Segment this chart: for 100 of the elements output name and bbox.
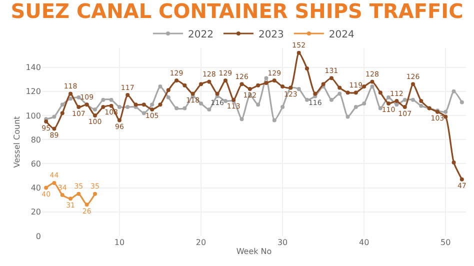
y-tick-label: 140 [26,63,41,72]
point [296,86,301,91]
point [452,160,456,164]
point [215,92,220,96]
point [52,180,56,185]
legend-label: 2024 [328,29,354,40]
point [93,107,97,112]
point [109,98,114,102]
point [386,95,391,100]
point [166,88,170,92]
point [354,105,358,110]
point [280,84,285,89]
point [362,101,366,106]
point [394,102,399,107]
y-axis-title: Vessel Count [12,116,22,168]
point [346,114,350,119]
point [280,105,285,110]
point [321,82,326,86]
point [44,120,48,124]
point [60,193,64,198]
point [444,110,448,114]
chart-title: SUEZ CANAL CONTAINER SHIPS TRAFFIC [10,0,464,23]
point [354,90,358,95]
point [313,92,318,96]
point [272,78,276,83]
point [460,100,464,104]
x-tick-label: 10 [114,238,125,247]
point [370,84,374,89]
point [76,105,81,110]
point [223,99,228,104]
point [158,102,162,107]
point [338,92,342,96]
y-tick-label: 100 [26,111,41,120]
point [444,114,448,119]
point [248,86,252,91]
point [93,192,97,196]
point [174,78,179,83]
point [402,98,407,102]
point [402,105,407,110]
point [68,92,73,96]
point [256,102,260,107]
point [370,80,374,84]
point [101,105,106,110]
point [166,95,170,100]
x-axis-title: Week No [236,247,272,256]
point [199,82,203,86]
point [52,114,56,119]
point [305,98,309,102]
point [240,82,244,86]
point [93,113,97,118]
point [207,80,212,84]
point [411,82,415,86]
point [264,80,268,85]
point [134,102,138,107]
point [126,93,130,97]
point [174,106,179,110]
point [338,86,342,90]
point [109,104,114,108]
point [150,107,154,112]
point [460,177,464,182]
point [199,101,203,106]
legend-label: 2023 [258,29,284,40]
point [68,96,73,101]
point [305,66,309,70]
x-tick-label: 50 [440,238,451,247]
point [60,102,64,107]
point [386,101,391,106]
point [329,98,334,102]
point [190,92,195,96]
point [329,76,334,80]
point [362,84,366,89]
point [158,84,162,89]
point [182,83,187,88]
point [142,102,146,107]
x-tick-label: 30 [277,238,288,247]
point [264,76,268,80]
y-tick-label: 60 [30,159,41,168]
x-tick-label: 40 [358,238,370,247]
legend-label: 2022 [188,29,214,40]
point [419,99,424,104]
point [296,50,301,55]
point [84,202,89,207]
point [126,105,130,110]
x-tick-label: 20 [196,238,206,247]
point [60,111,64,116]
y-tick-label: 0 [36,232,41,241]
y-tick-label: 20 [30,208,41,217]
point [182,106,187,110]
y-tick-label: 80 [30,135,41,144]
point [223,78,228,83]
point [44,186,48,190]
point [76,192,81,196]
point [378,106,382,110]
point [101,98,106,102]
point [411,98,415,102]
point [207,107,212,112]
point [117,105,122,110]
point [142,111,146,116]
point [240,117,244,122]
point [346,90,350,95]
